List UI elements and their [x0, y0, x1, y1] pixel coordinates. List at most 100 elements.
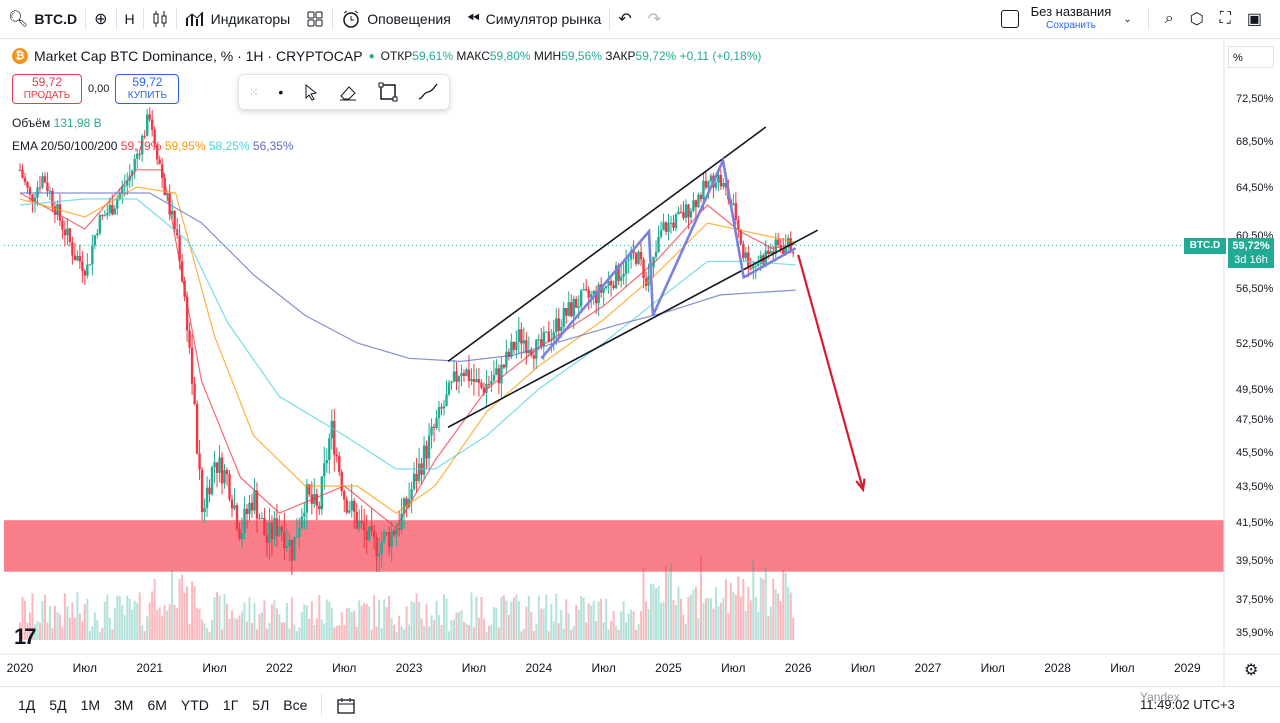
axis-settings-icon[interactable]: ⚙︎ [1244, 662, 1259, 679]
volume-bar [610, 620, 613, 640]
candle-body [31, 194, 34, 202]
range-3m[interactable]: 3М [114, 696, 134, 713]
replay-button[interactable]: ⏪︎ Симулятор рынка [459, 0, 609, 38]
volume-bar [542, 608, 545, 640]
low-value: 59,56% [561, 49, 602, 63]
drag-handle-icon[interactable]: ⁙ [248, 85, 259, 99]
volume-bar [450, 620, 453, 640]
volume-bar [438, 615, 441, 640]
x-tick-label: Июл [202, 661, 226, 675]
scale-unit-label: % [1233, 52, 1243, 64]
alerts-button[interactable]: Оповещения [333, 0, 459, 38]
volume-bar [83, 604, 86, 640]
range-1y[interactable]: 1Г [222, 696, 239, 713]
scale-unit-button[interactable]: % [1228, 46, 1274, 68]
candle-body [684, 204, 688, 218]
x-tick-label: Июл [721, 661, 745, 675]
y-tick-label: 37,50% [1236, 594, 1274, 606]
templates-button[interactable] [298, 0, 332, 38]
volume-bar [66, 606, 69, 640]
volume-bar [193, 586, 196, 640]
candle-body [490, 380, 493, 385]
interval-button[interactable]: H [117, 0, 143, 38]
layout-menu-button[interactable]: Без названия Сохранить ⌄ [1000, 5, 1132, 33]
range-all[interactable]: Все [283, 696, 308, 713]
change-value: +0,11 (+0,18%) [679, 49, 762, 63]
chart-type-button[interactable] [144, 0, 176, 38]
quick-search-icon[interactable]: ⌕ [1164, 10, 1174, 27]
undo-icon: ↶ [618, 11, 632, 28]
candle-body [467, 369, 471, 382]
volume-bar [787, 586, 790, 640]
bitcoin-logo-icon: ₿ [12, 48, 28, 64]
candle-body [218, 457, 221, 473]
range-6m[interactable]: 6М [147, 696, 167, 713]
dot-icon[interactable]: • [278, 84, 284, 100]
right-toolbar: Без названия Сохранить ⌄ ⌕ ⬡ ⛶ ▣ [1000, 0, 1280, 38]
candle-body [263, 517, 266, 536]
series-title[interactable]: Market Cap BTC Dominance, % · 1H · CRYPT… [34, 48, 363, 64]
volume-bar [550, 604, 553, 640]
candle-body [106, 212, 109, 216]
settings-gear-icon[interactable]: ⬡ [1189, 11, 1204, 28]
candle-body [410, 488, 413, 499]
brush-icon[interactable] [417, 82, 439, 102]
candle-body [639, 251, 643, 260]
volume-bar [724, 579, 727, 640]
volume-bar [250, 623, 253, 640]
candle-body [123, 185, 126, 187]
candle-body [81, 261, 84, 271]
candle-body [273, 518, 276, 539]
volume-bar [455, 612, 458, 640]
range-1m[interactable]: 1М [80, 696, 101, 713]
symbol-search-button[interactable]: 🔍︎ BTC.D [0, 0, 85, 38]
volume-bar [73, 617, 76, 640]
volume-bar [677, 586, 680, 640]
candle-body [442, 405, 446, 409]
range-5y[interactable]: 5Л [252, 696, 270, 713]
candle-body [178, 235, 181, 262]
rectangle-tool-icon[interactable] [378, 82, 398, 102]
camera-icon[interactable]: ▣ [1246, 11, 1262, 28]
candle-body [323, 463, 326, 477]
volume-indicator-legend[interactable]: Объём 131,98 B [12, 116, 102, 130]
candle-body [677, 211, 680, 215]
volume-bar [784, 572, 787, 640]
redo-button[interactable]: ↷ [640, 0, 669, 38]
close-label: ЗАКР [605, 49, 636, 63]
fullscreen-icon[interactable]: ⛶ [1219, 10, 1231, 27]
tradingview-logo[interactable]: 17 [14, 624, 37, 649]
date-range-calendar-icon[interactable] [336, 696, 356, 714]
candle-body [193, 383, 196, 404]
range-1d[interactable]: 1Д [18, 696, 36, 713]
candle-body [445, 394, 448, 406]
volume-bar [183, 592, 186, 640]
candle-body [624, 260, 628, 274]
volume-bar [702, 603, 705, 640]
candle-body [305, 484, 309, 513]
volume-bar [21, 596, 24, 640]
sell-button[interactable]: 59,72 ПРОДАТЬ [12, 74, 82, 104]
clock-label[interactable]: 11:49:02 UTC+3 [1140, 697, 1235, 712]
range-ytd[interactable]: YTD [180, 696, 209, 713]
volume-bar [630, 609, 633, 640]
buy-button[interactable]: 59,72 КУПИТЬ [115, 74, 180, 104]
volume-bar [368, 606, 371, 640]
eraser-icon[interactable] [338, 83, 358, 101]
cursor-arrow-icon[interactable] [303, 83, 319, 101]
candle-body [367, 526, 371, 541]
undo-button[interactable]: ↶ [610, 0, 639, 38]
ema-indicator-legend[interactable]: EMA 20/50/100/200 59,79% 59,95% 58,25% 5… [12, 139, 294, 153]
volume-bar [719, 602, 722, 640]
y-tick-label: 47,50% [1236, 414, 1274, 426]
candle-body [198, 453, 201, 470]
x-tick-label: 2025 [655, 661, 682, 675]
candle-body [392, 530, 396, 536]
candle-body [158, 159, 161, 165]
volume-bar [477, 618, 480, 640]
compare-button[interactable]: ⊕ [86, 0, 115, 38]
volume-bar [138, 592, 141, 640]
range-5d[interactable]: 5Д [49, 696, 67, 713]
indicators-button[interactable]: Индикаторы [177, 0, 299, 38]
